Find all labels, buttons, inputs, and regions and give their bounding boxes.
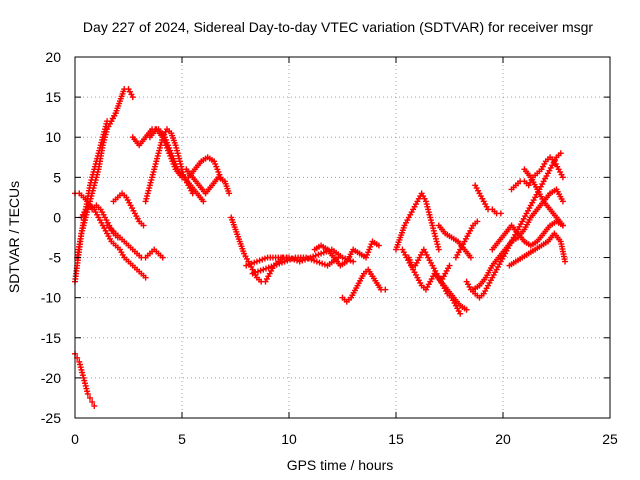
series-arc-g <box>110 190 147 229</box>
grid <box>75 57 610 418</box>
data-point <box>84 390 91 397</box>
y-axis-title: SDTVAR / TECUs <box>6 181 22 293</box>
y-tick-label: 10 <box>45 129 61 145</box>
series-arc-f <box>104 222 166 261</box>
series-arc-w <box>463 150 564 301</box>
chart-title: Day 227 of 2024, Sidereal Day-to-day VTE… <box>83 19 593 35</box>
x-tick-label: 25 <box>602 431 618 447</box>
x-axis-title: GPS time / hours <box>287 457 394 473</box>
series-arc-j <box>146 126 224 181</box>
series-arc-s <box>405 254 464 317</box>
data-point <box>159 254 166 261</box>
data-point <box>559 222 566 229</box>
data-point <box>89 398 96 405</box>
data-point <box>189 190 196 197</box>
data-point <box>129 94 136 101</box>
series-arc-d <box>72 350 98 409</box>
data-point <box>200 198 207 205</box>
data-point <box>457 310 464 317</box>
data-point <box>559 198 566 205</box>
series-arc-a <box>72 86 136 285</box>
x-tick-label: 10 <box>281 431 297 447</box>
y-tick-label: -15 <box>41 330 61 346</box>
data-point <box>140 222 147 229</box>
series-arc-z <box>489 218 566 253</box>
series-arc-h <box>129 126 207 205</box>
series-arc-cc <box>521 166 566 229</box>
data-point <box>446 262 453 269</box>
y-tick-label: -5 <box>49 250 62 266</box>
series-arc-t <box>431 270 470 313</box>
data-point <box>350 258 357 265</box>
x-tick-label: 0 <box>71 431 79 447</box>
data-point <box>86 394 93 401</box>
axis-ticks: 0 5 10 15 20 25 -25 -20 -15 -10 -5 0 5 10 15 20 <box>41 49 618 447</box>
x-tick-label: 15 <box>388 431 404 447</box>
data-point <box>91 402 98 409</box>
series-arc-u <box>435 222 474 261</box>
y-tick-label: 5 <box>53 169 61 185</box>
y-tick-label: 15 <box>45 89 61 105</box>
series-arc-e <box>78 202 149 281</box>
series-arc-k <box>183 166 233 197</box>
y-tick-label: 0 <box>53 209 61 225</box>
data-point <box>562 258 569 265</box>
data-point <box>382 286 389 293</box>
data-points <box>72 86 569 409</box>
series-arc-p <box>339 266 389 305</box>
y-tick-label: -10 <box>41 290 61 306</box>
series-arc-r <box>399 246 453 285</box>
y-tick-label: -20 <box>41 370 61 386</box>
data-point <box>142 274 149 281</box>
data-point <box>559 174 566 181</box>
series-arc-aa <box>506 230 569 269</box>
series-arc-y <box>472 182 504 217</box>
x-tick-label: 5 <box>178 431 186 447</box>
x-tick-label: 20 <box>495 431 511 447</box>
data-point <box>112 110 119 117</box>
series-arc-l <box>228 214 290 285</box>
data-point <box>497 210 504 217</box>
data-point <box>375 242 382 249</box>
y-tick-label: -25 <box>41 410 61 426</box>
data-point <box>226 190 233 197</box>
series-arc-v <box>452 218 481 261</box>
plot-frame <box>74 56 611 419</box>
series-arc-o <box>311 238 382 269</box>
data-point <box>435 246 442 253</box>
data-point <box>474 218 481 225</box>
y-tick-label: 20 <box>45 49 61 65</box>
data-point <box>557 150 564 157</box>
data-point <box>467 254 474 261</box>
series-arc-q <box>393 190 442 253</box>
data-point <box>463 306 470 313</box>
